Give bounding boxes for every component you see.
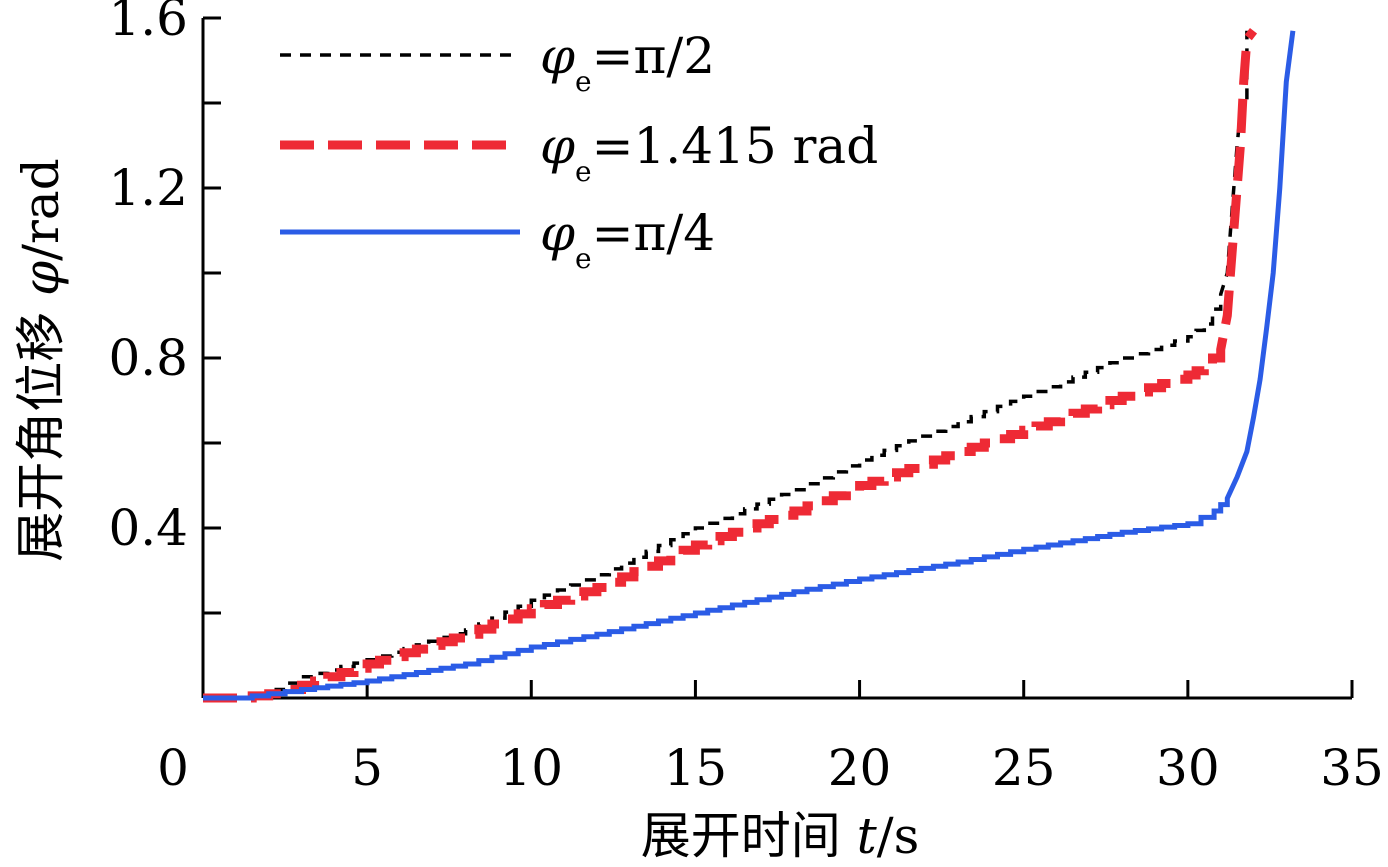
y-axis-title-prefix: 展开角位移 <box>12 296 70 562</box>
series-line-2 <box>203 28 1258 703</box>
series-line-3 <box>203 30 1296 701</box>
x-axis-title-prefix: 展开时间 <box>641 807 857 865</box>
x-tick-label: 5 <box>351 739 383 797</box>
x-tick-label: 20 <box>828 739 892 797</box>
y-tick-label: 1.6 <box>108 0 188 47</box>
x-ticks: 0 5 10 15 20 25 30 35 <box>157 680 1384 797</box>
x-axis-title-var: t <box>857 807 878 865</box>
y-axis-title: 展开角位移 φ/rad <box>12 158 70 562</box>
x-tick-label: 10 <box>499 739 563 797</box>
x-tick-label: 0 <box>157 739 189 797</box>
legend-label-1: φe=π/2 <box>540 27 715 98</box>
legend: φe=π/2 φe=1.415 rad φe=π/4 <box>280 27 878 275</box>
y-tick-label: 1.2 <box>108 159 188 217</box>
x-axis-title-unit: /s <box>877 807 920 865</box>
x-tick-label: 25 <box>992 739 1056 797</box>
x-tick-label: 15 <box>664 739 728 797</box>
legend-label-3: φe=π/4 <box>540 204 715 275</box>
series-lines <box>203 28 1296 703</box>
legend-label-2: φe=1.415 rad <box>540 117 878 188</box>
y-ticks: 0.4 0.8 1.2 1.6 <box>108 0 221 615</box>
x-tick-label: 30 <box>1156 739 1220 797</box>
y-tick-label: 0.8 <box>108 329 188 387</box>
x-tick-label: 35 <box>1320 739 1384 797</box>
x-axis-title: 展开时间 t/s <box>641 807 920 865</box>
y-axis-title-var: φ <box>12 261 70 296</box>
y-axis-title-unit: /rad <box>12 158 70 261</box>
y-tick-label: 0.4 <box>108 499 188 557</box>
